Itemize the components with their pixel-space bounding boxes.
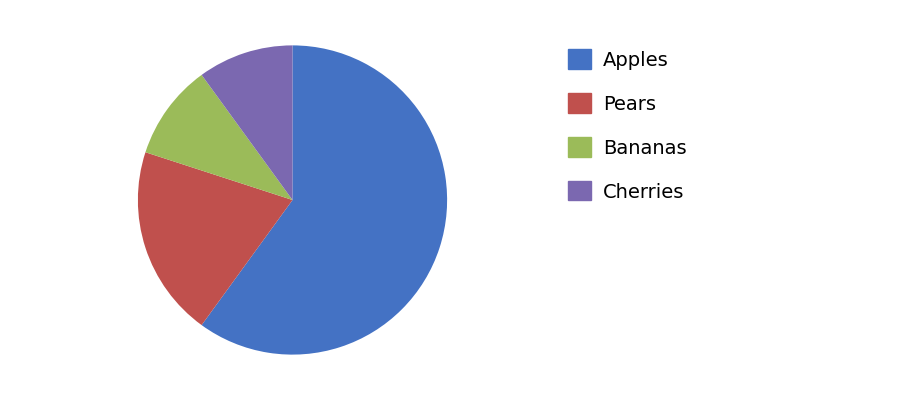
Wedge shape xyxy=(202,46,447,355)
Wedge shape xyxy=(146,76,292,200)
Wedge shape xyxy=(138,153,292,325)
Wedge shape xyxy=(202,46,292,200)
Legend: Apples, Pears, Bananas, Cherries: Apples, Pears, Bananas, Cherries xyxy=(568,50,687,202)
